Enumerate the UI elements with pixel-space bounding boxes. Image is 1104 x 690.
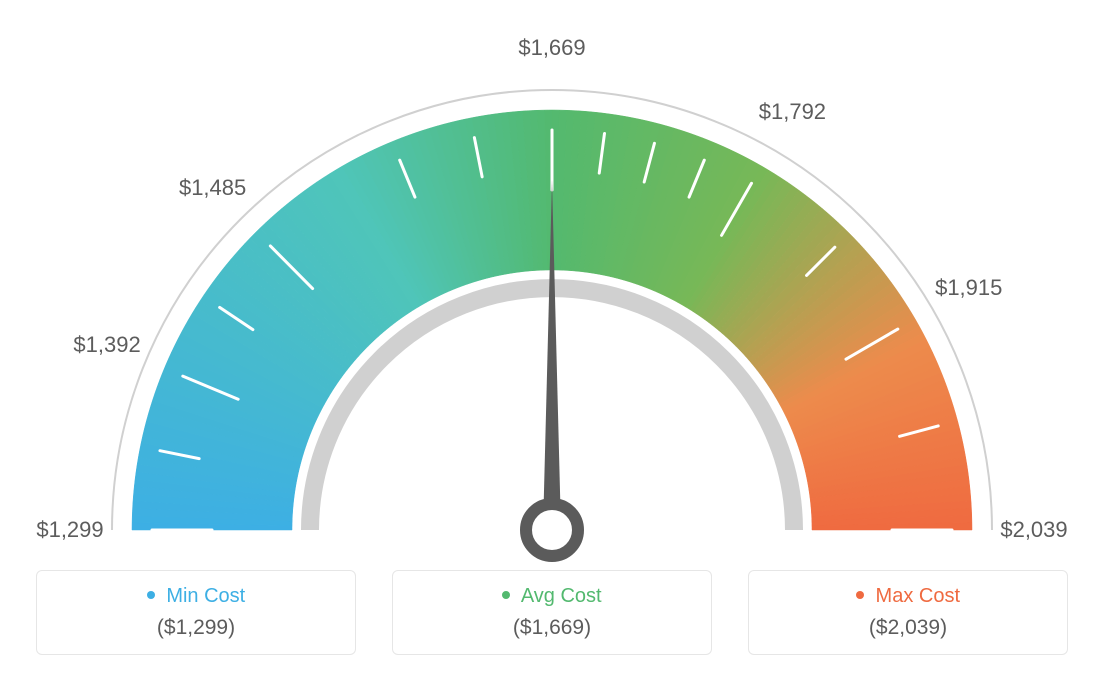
dot-icon-min [147, 591, 155, 599]
gauge-tick-label: $1,299 [36, 517, 103, 543]
legend-title-avg: Avg Cost [403, 585, 701, 608]
legend-card-min: Min Cost ($1,299) [36, 570, 356, 655]
legend-value-min: ($1,299) [47, 616, 345, 640]
legend-value-avg: ($1,669) [403, 616, 701, 640]
legend-title-min: Min Cost [47, 585, 345, 608]
legend-title-avg-text: Avg Cost [521, 585, 602, 607]
dot-icon-max [856, 591, 864, 599]
gauge-tick-label: $1,915 [935, 275, 1002, 301]
dot-icon-avg [502, 591, 510, 599]
gauge-tick-label: $1,669 [518, 35, 585, 61]
gauge-area: $1,299 $1,392 $1,485 $1,669 $1,792 $1,915 $2,0… [0, 20, 1104, 580]
legend-title-min-text: Min Cost [166, 585, 245, 607]
gauge-tick-label: $2,039 [1000, 517, 1067, 543]
legend-title-max-text: Max Cost [876, 585, 960, 607]
legend-value-max: ($2,039) [759, 616, 1057, 640]
gauge-tick-label: $1,792 [759, 99, 826, 125]
legend-title-max: Max Cost [759, 585, 1057, 608]
gauge-tick-label: $1,392 [73, 332, 140, 358]
gauge-tick-label: $1,485 [179, 175, 246, 201]
legend-card-max: Max Cost ($2,039) [748, 570, 1068, 655]
legend-card-avg: Avg Cost ($1,669) [392, 570, 712, 655]
gauge-chart-container: $1,299 $1,392 $1,485 $1,669 $1,792 $1,915 $2,0… [0, 0, 1104, 690]
legend-row: Min Cost ($1,299) Avg Cost ($1,669) Max … [0, 570, 1104, 655]
